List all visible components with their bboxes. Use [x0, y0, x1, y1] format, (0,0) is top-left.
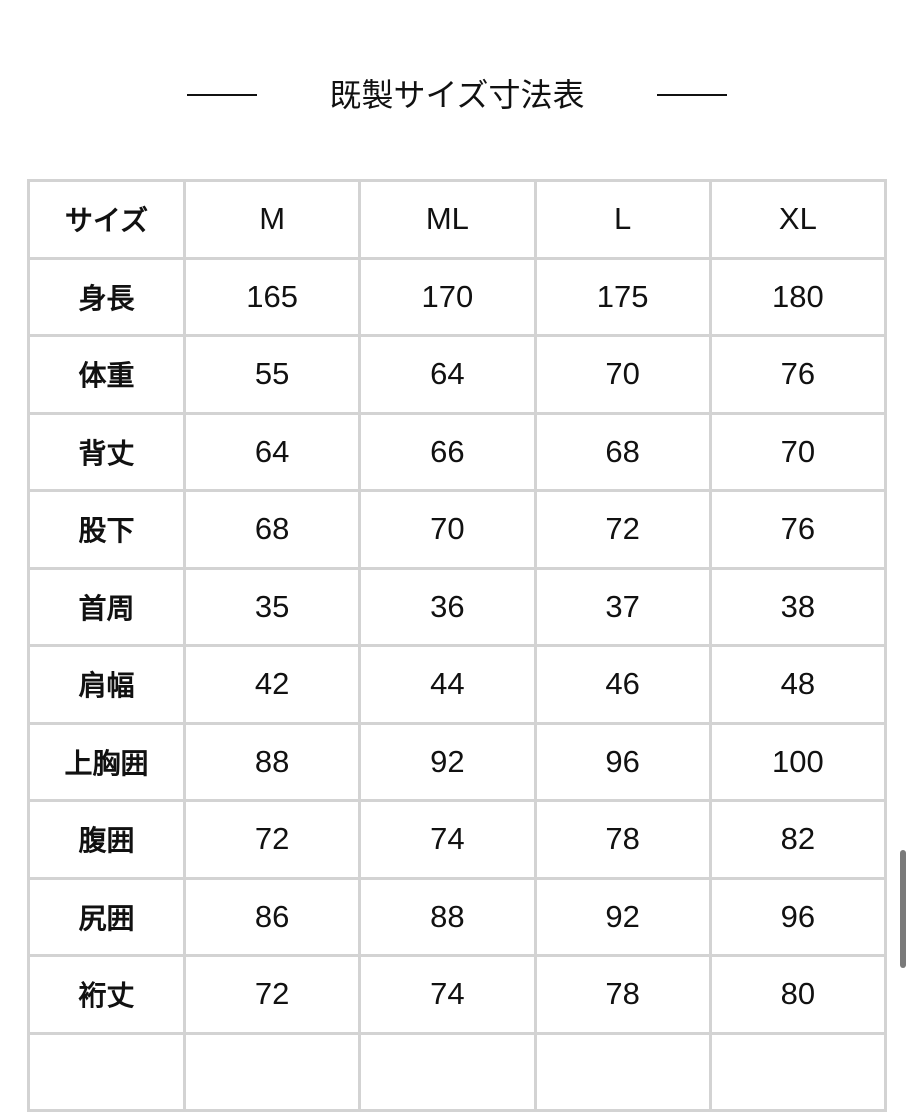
- table-cell: 64: [358, 334, 537, 415]
- table-cell: 70: [358, 489, 537, 570]
- row-label: 身長: [27, 256, 186, 337]
- row-label: 尻囲: [27, 876, 186, 957]
- table-cell: 46: [533, 644, 712, 725]
- table-cell: 76: [708, 334, 888, 415]
- title-dash-right: [657, 94, 727, 96]
- table-row: [27, 1031, 888, 1112]
- row-label: [27, 1031, 186, 1112]
- table-row: 股下 68 70 72 76: [27, 489, 888, 570]
- table-cell: 96: [708, 876, 888, 957]
- table-cell: 180: [708, 256, 888, 337]
- table-row: 尻囲 86 88 92 96: [27, 876, 888, 957]
- table-cell: L: [533, 179, 712, 260]
- table-cell: [358, 1031, 537, 1112]
- table-cell: 78: [533, 954, 712, 1035]
- row-label: 裄丈: [27, 954, 186, 1035]
- table-cell: [533, 1031, 712, 1112]
- table-cell: 175: [533, 256, 712, 337]
- table-cell: 70: [533, 334, 712, 415]
- table-cell: 44: [358, 644, 537, 725]
- table-cell: 37: [533, 566, 712, 647]
- table-cell: 55: [182, 334, 362, 415]
- table-cell: 70: [708, 411, 888, 492]
- table-cell: 78: [533, 799, 712, 880]
- table-cell: 42: [182, 644, 362, 725]
- scrollbar[interactable]: [900, 850, 906, 968]
- table-cell: 165: [182, 256, 362, 337]
- row-label: 腹囲: [27, 799, 186, 880]
- table-cell: [708, 1031, 888, 1112]
- row-label: 体重: [27, 334, 186, 415]
- row-label: 肩幅: [27, 644, 186, 725]
- row-label: 首周: [27, 566, 186, 647]
- table-cell: M: [182, 179, 362, 260]
- table-cell: 66: [358, 411, 537, 492]
- row-label: サイズ: [27, 179, 186, 260]
- title-dash-left: [187, 94, 257, 96]
- table-cell: XL: [708, 179, 888, 260]
- row-label: 股下: [27, 489, 186, 570]
- page-title: 既製サイズ寸法表: [329, 76, 585, 114]
- table-cell: 74: [358, 954, 537, 1035]
- table-cell: 100: [708, 721, 888, 802]
- row-label: 上胸囲: [27, 721, 186, 802]
- table-cell: 88: [358, 876, 537, 957]
- table-cell: 92: [358, 721, 537, 802]
- table-cell: 76: [708, 489, 888, 570]
- table-cell: 92: [533, 876, 712, 957]
- table-cell: ML: [358, 179, 537, 260]
- table-row: 体重 55 64 70 76: [27, 334, 888, 415]
- table-cell: 72: [182, 954, 362, 1035]
- table-cell: 86: [182, 876, 362, 957]
- table-cell: 74: [358, 799, 537, 880]
- table-cell: 96: [533, 721, 712, 802]
- table-row: 肩幅 42 44 46 48: [27, 644, 888, 725]
- table-row: 身長 165 170 175 180: [27, 256, 888, 337]
- table-header-row: サイズ M ML L XL: [27, 179, 888, 260]
- table-cell: 80: [708, 954, 888, 1035]
- table-row: 背丈 64 66 68 70: [27, 411, 888, 492]
- table-cell: 68: [533, 411, 712, 492]
- table-cell: 38: [708, 566, 888, 647]
- table-cell: 35: [182, 566, 362, 647]
- table-cell: 64: [182, 411, 362, 492]
- table-row: 裄丈 72 74 78 80: [27, 954, 888, 1035]
- row-label: 背丈: [27, 411, 186, 492]
- table-cell: 88: [182, 721, 362, 802]
- title-section: 既製サイズ寸法表: [0, 68, 914, 118]
- table-cell: 82: [708, 799, 888, 880]
- table-cell: 72: [533, 489, 712, 570]
- table-row: 上胸囲 88 92 96 100: [27, 721, 888, 802]
- table-row: 腹囲 72 74 78 82: [27, 799, 888, 880]
- table-cell: 170: [358, 256, 537, 337]
- table-cell: 36: [358, 566, 537, 647]
- table-row: 首周 35 36 37 38: [27, 566, 888, 647]
- table-cell: [182, 1031, 362, 1112]
- size-table: サイズ M ML L XL 身長 165 170 175 180 体重 55 64 70 76 背丈 64 66 6…: [27, 179, 888, 1112]
- table-cell: 68: [182, 489, 362, 570]
- table-cell: 48: [708, 644, 888, 725]
- table-cell: 72: [182, 799, 362, 880]
